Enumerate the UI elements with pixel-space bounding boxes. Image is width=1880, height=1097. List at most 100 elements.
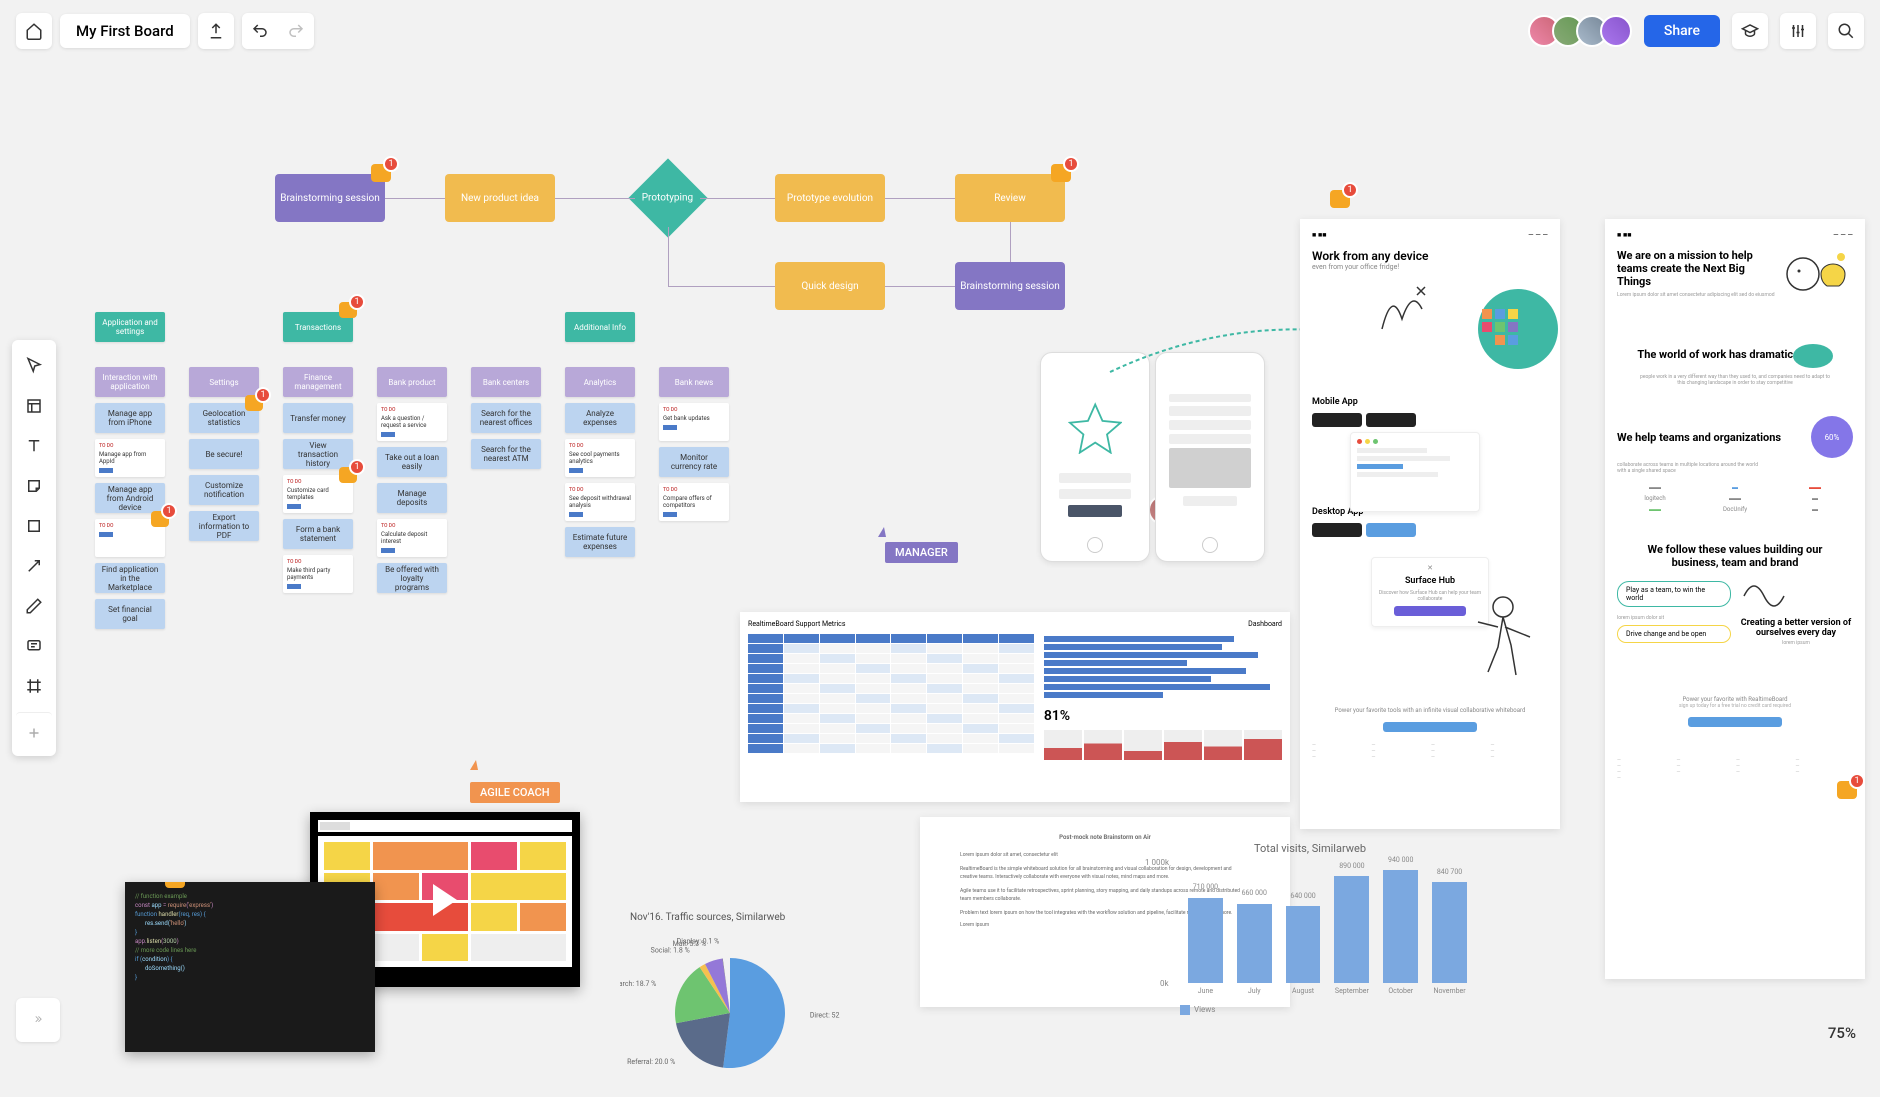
bar-label: 640 000 (1290, 892, 1315, 900)
kanban-card[interactable]: TO DOGet bank updates (659, 403, 729, 441)
comment-badge[interactable]: 1 (371, 164, 391, 182)
wireframe-phone-1[interactable] (1040, 352, 1150, 562)
row (1183, 496, 1237, 506)
kanban-header[interactable]: Application and settings (95, 312, 165, 342)
share-button[interactable]: Share (1644, 15, 1720, 47)
row (1169, 406, 1252, 416)
redo-button[interactable] (278, 13, 314, 49)
kanban-card[interactable]: TO DOSee cool payments analytics (565, 439, 635, 477)
kanban-card[interactable]: Estimate future expenses (565, 527, 635, 557)
kanban-card[interactable]: View transaction history (283, 439, 353, 469)
phone-home-button (1087, 537, 1103, 553)
learn-button[interactable] (1732, 13, 1768, 49)
kanban-card[interactable]: Analyze expenses (565, 403, 635, 433)
kanban-card[interactable]: TO DOCalculate deposit interest (377, 519, 447, 557)
kanban-card[interactable]: Form a bank statement (283, 519, 353, 549)
wireframe-phone-2[interactable] (1155, 352, 1265, 562)
kanban-card[interactable]: Monitor currency rate (659, 447, 729, 477)
kanban-card[interactable]: Be offered with loyalty programs (377, 563, 447, 593)
bar-label: 890 000 (1339, 862, 1364, 870)
dashboard-table (748, 634, 1034, 764)
kanban-card[interactable]: TO DOAsk a question / request a service (377, 403, 447, 441)
bar-label: 840 700 (1437, 868, 1462, 876)
kanban-card[interactable]: TO DOMake third party payments (283, 555, 353, 593)
flow-edge (885, 286, 955, 287)
bar-chart[interactable]: Total visits, Similarweb 1 000k 0k 710 0… (1145, 842, 1475, 1032)
avatar[interactable] (1600, 15, 1632, 47)
about-section-title: We follow these values building our busi… (1617, 543, 1853, 569)
grid-decoration (1482, 309, 1518, 345)
footer-links: ———————————— (1312, 742, 1548, 760)
board-title[interactable]: My First Board (60, 14, 190, 48)
kanban-card[interactable]: Bank product (377, 367, 447, 397)
play-icon (433, 884, 457, 916)
kanban-card[interactable]: Search for the nearest offices (471, 403, 541, 433)
comment-badge[interactable]: 1 (339, 302, 357, 318)
dashboard-frame[interactable]: RealtimeBoard Support Metrics Dashboard … (740, 612, 1290, 802)
dashboard-percent: 81% (1044, 708, 1282, 724)
kanban-card[interactable]: Manage app from iPhone (95, 403, 165, 433)
kanban-card[interactable]: TO DOManage app from AppId (95, 439, 165, 477)
kanban-card[interactable]: TO DOCompare offers of competitors (659, 483, 729, 521)
kanban-card[interactable]: Manage app from Android device (95, 483, 165, 513)
comment-badge[interactable]: 1 (1837, 781, 1857, 799)
comment-badge[interactable]: 1 (1051, 164, 1071, 182)
bar (1432, 882, 1467, 983)
footer-links: ————————————— (1617, 757, 1853, 781)
kanban-card[interactable]: TO DOSee deposit withdrawal analysis (565, 483, 635, 521)
flow-node-quickdesign[interactable]: Quick design (775, 262, 885, 310)
flow-node-newproduct[interactable]: New product idea (445, 174, 555, 222)
kanban-card[interactable]: Settings (189, 367, 259, 397)
kanban-card[interactable]: Find application in the Marketplace (95, 563, 165, 593)
flow-node-brainstorm1[interactable]: Brainstorming session (275, 174, 385, 222)
undo-button[interactable] (242, 13, 278, 49)
home-button[interactable] (16, 13, 52, 49)
canvas[interactable]: Brainstorming session1New product ideaPr… (0, 62, 1880, 1058)
bar-label: 940 000 (1388, 856, 1413, 864)
comment-badge[interactable]: 1 (151, 511, 169, 527)
landing-page-frame[interactable]: ■ ■■— — — Work from any device even from… (1300, 219, 1560, 829)
kanban-card[interactable]: Take out a loan easily (377, 447, 447, 477)
section-title: Mobile App (1312, 397, 1548, 407)
comment-badge[interactable]: 1 (339, 467, 357, 483)
search-button[interactable] (1828, 13, 1864, 49)
code-thumbnail[interactable]: // function example const app = require(… (125, 882, 375, 1052)
dashboard-label: Dashboard (1248, 620, 1282, 628)
bar-category: September (1334, 987, 1369, 995)
kanban-card[interactable]: Export information to PDF (189, 511, 259, 541)
cursor-manager (878, 527, 886, 537)
flow-node-brainstorm2[interactable]: Brainstorming session (955, 262, 1065, 310)
kanban-card[interactable]: Interaction with application (95, 367, 165, 397)
bar-category: June (1188, 987, 1223, 995)
comment-badge[interactable]: 1 (1330, 190, 1350, 208)
flow-node-prototyping[interactable]: Prototyping (628, 158, 707, 237)
kanban-card[interactable]: Bank news (659, 367, 729, 397)
kanban-card[interactable]: Transfer money (283, 403, 353, 433)
export-icon (207, 22, 225, 40)
pie-svg: Direct: 52.0 %Referral: 20.0 %Search: 18… (620, 933, 840, 1093)
flow-node-review[interactable]: Review (955, 174, 1065, 222)
pie-label: Referral: 20.0 % (627, 1058, 675, 1066)
bar-category: August (1286, 987, 1321, 995)
user-tag-manager: MANAGER (885, 542, 958, 563)
search-icon (1837, 22, 1855, 40)
kanban-card[interactable]: Search for the nearest ATM (471, 439, 541, 469)
kanban-card[interactable]: Be secure! (189, 439, 259, 469)
export-button[interactable] (198, 13, 234, 49)
kanban-card[interactable]: Set financial goal (95, 599, 165, 629)
phone-home-button (1202, 537, 1218, 553)
kanban-card[interactable]: Analytics (565, 367, 635, 397)
kanban-card[interactable]: Manage deposits (377, 483, 447, 513)
kanban-card[interactable]: Bank centers (471, 367, 541, 397)
about-page-frame[interactable]: ■ ■■— — — We are on a mission to help te… (1605, 219, 1865, 979)
pie-label: Display: 0.1 % (677, 938, 720, 946)
bar (1334, 876, 1369, 983)
settings-button[interactable] (1780, 13, 1816, 49)
button-placeholder (1068, 505, 1122, 517)
pie-chart[interactable]: Nov'16. Traffic sources, Similarweb Dire… (620, 912, 840, 1097)
comment-badge[interactable]: 1 (245, 395, 263, 411)
kanban-header[interactable]: Additional Info (565, 312, 635, 342)
kanban-card[interactable]: Customize notification (189, 475, 259, 505)
flow-node-protoevo[interactable]: Prototype evolution (775, 174, 885, 222)
kanban-card[interactable]: Finance management (283, 367, 353, 397)
